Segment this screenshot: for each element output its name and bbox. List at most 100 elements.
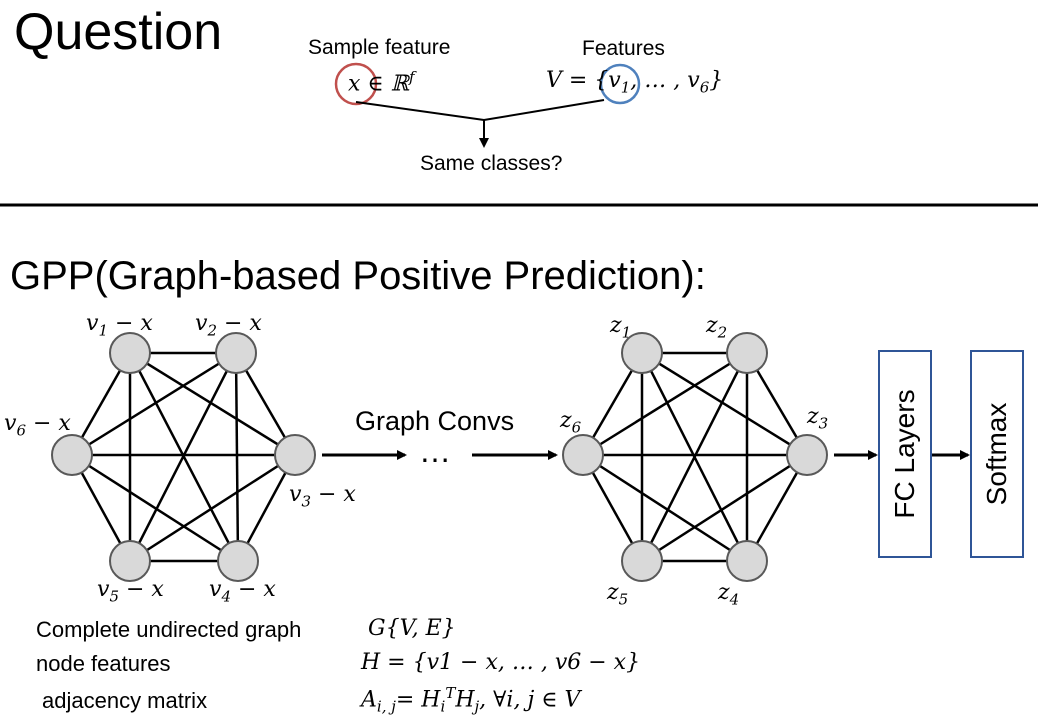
left-node-label-5: v5 − x [97, 579, 164, 604]
left-graph-edge-2-6 [71, 351, 237, 457]
def-row3-b: = H [395, 687, 441, 713]
left-graph-edge-1-3 [129, 351, 296, 457]
right-graph-edges [581, 351, 809, 563]
right-graph-node-6 [562, 434, 604, 476]
features-math: V = {v1, … , v6} [546, 70, 723, 95]
right-label-2-main: z [706, 313, 718, 338]
left-label-6-rest: − x [25, 411, 71, 436]
left-graph-edges [70, 351, 297, 563]
left-label-2-rest: − x [216, 311, 262, 336]
def-row3-b-sup: T [445, 684, 456, 702]
right-node-label-5: z5 [607, 582, 628, 607]
features-math-b: , … , v [630, 68, 700, 93]
left-node-label-6: v6 − x [4, 413, 71, 438]
def-row3-c: H [455, 687, 475, 713]
left-graph-node-4 [217, 540, 259, 582]
right-node-label-2: z2 [706, 315, 727, 340]
left-graph-edge-2-5 [128, 352, 238, 562]
features-circle [599, 63, 641, 105]
left-node-label-2: v2 − x [195, 313, 262, 338]
left-graph-edge-2-4 [234, 352, 240, 562]
sample-feature-math: x ∈ ℝf [348, 70, 415, 95]
def-row3-d: , ∀i, j ∈ V [479, 687, 581, 713]
def-row3-label: adjacency matrix [42, 688, 208, 713]
sample-feature-expression: x ∈ ℝ [348, 71, 409, 97]
left-graph-node-6 [51, 434, 93, 476]
left-label-1-main: v [86, 311, 99, 336]
def-row2-math: H = {v1 − x, … , v6 − x} [361, 650, 641, 675]
right-label-1-sub: 1 [621, 323, 632, 342]
left-label-4-sub: 4 [221, 587, 231, 606]
graph-convs-label: Graph Convs [355, 406, 515, 436]
right-node-label-1: z1 [610, 315, 631, 340]
left-node-label-4: v4 − x [209, 579, 276, 604]
question-title: Question [14, 3, 223, 61]
gpp-title: GPP(Graph-based Positive Prediction): [10, 254, 706, 298]
right-node-label-3: z3 [807, 406, 828, 431]
left-graph-node-1 [109, 332, 151, 374]
right-label-3-sub: 3 [818, 414, 829, 433]
left-node-label-1: v1 − x [86, 313, 153, 338]
right-label-4-main: z [718, 580, 730, 605]
right-label-6-main: z [560, 408, 572, 433]
def-row1-math: G{V, E} [368, 616, 456, 641]
left-graph-node-3 [274, 434, 316, 476]
question-connector [355, 99, 605, 122]
fc-layers-box: FC Layers [878, 350, 932, 558]
right-graph-node-4 [726, 540, 768, 582]
left-label-4-main: v [209, 577, 222, 602]
right-graph-node-2 [726, 332, 768, 374]
left-label-3-main: v [289, 482, 302, 507]
left-label-5-main: v [97, 577, 110, 602]
def-row3-c-sub: j [474, 697, 480, 716]
left-label-5-rest: − x [118, 577, 164, 602]
left-label-6-sub: 6 [16, 421, 26, 440]
left-graph-edge-4-6 [71, 453, 239, 563]
sample-feature-circle [334, 62, 378, 106]
left-label-3-rest: − x [310, 482, 356, 507]
left-label-2-main: v [195, 311, 208, 336]
left-label-1-rest: − x [107, 311, 153, 336]
right-graph-nodes [562, 332, 828, 582]
right-graph-edge-2-5 [640, 352, 749, 562]
same-classes-label: Same classes? [420, 152, 563, 175]
right-graph-node-5 [621, 540, 663, 582]
sample-feature-sup: f [408, 68, 415, 86]
sample-feature-label: Sample feature [308, 36, 451, 59]
right-label-3-main: z [807, 404, 819, 429]
right-label-5-main: z [607, 580, 619, 605]
left-graph-nodes [51, 332, 316, 582]
right-label-6-sub: 6 [571, 418, 582, 437]
features-label: Features [582, 37, 665, 60]
def-row3-a: A [361, 687, 377, 713]
right-label-4-sub: 4 [729, 590, 740, 609]
left-label-5-sub: 5 [109, 587, 119, 606]
left-label-6-main: v [4, 411, 17, 436]
softmax-box: Softmax [970, 350, 1024, 558]
right-graph-node-1 [621, 332, 663, 374]
left-label-1-sub: 1 [98, 321, 108, 340]
features-math-sub2: 6 [699, 78, 710, 97]
right-graph-node-3 [786, 434, 828, 476]
def-row3-math: Ai, j= HiTHj, ∀i, j ∈ V [361, 686, 580, 715]
left-graph-edge-3-5 [129, 453, 296, 563]
def-row1-label: Complete undirected graph [36, 617, 302, 642]
left-label-3-sub: 3 [301, 492, 311, 511]
ellipsis: … [419, 433, 451, 469]
right-label-5-sub: 5 [618, 590, 629, 609]
right-graph-edge-1-3 [641, 351, 808, 457]
softmax-label: Softmax [981, 402, 1012, 506]
right-label-1-main: z [610, 313, 622, 338]
features-math-a: V = {v [546, 68, 621, 93]
right-graph-edge-3-5 [641, 453, 808, 563]
left-node-label-3: v3 − x [289, 484, 356, 509]
right-graph-edge-4-6 [582, 453, 748, 563]
left-label-4-rest: − x [230, 577, 276, 602]
left-graph-node-2 [215, 332, 257, 374]
def-row3-a-sub: i, j [376, 697, 396, 716]
right-label-2-sub: 2 [717, 323, 728, 342]
fc-layers-label: FC Layers [889, 389, 920, 519]
features-math-c: } [709, 68, 724, 93]
